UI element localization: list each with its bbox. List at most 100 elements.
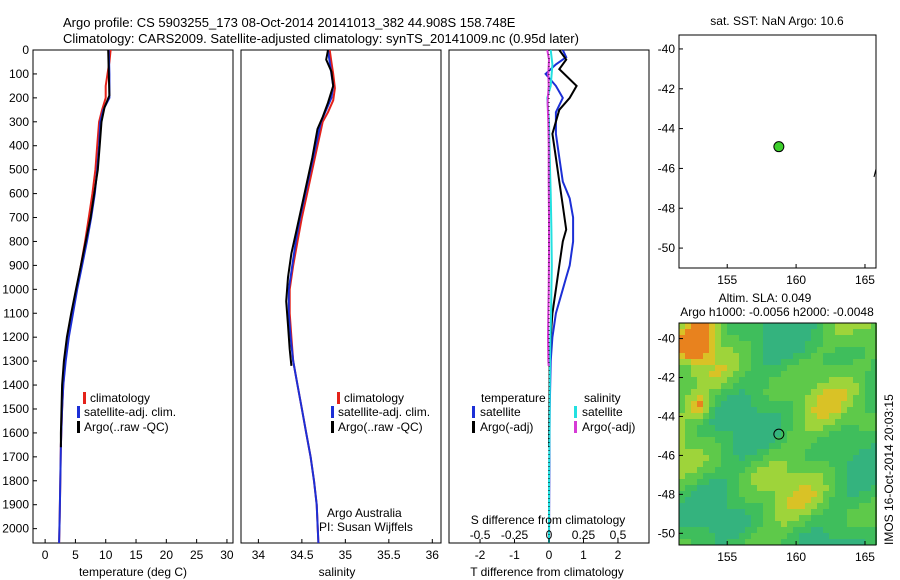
sla-heat-cell [817, 431, 823, 437]
sla-heat-cell [811, 389, 817, 395]
sla-heat-cell [871, 473, 877, 479]
sla-heat-cell [745, 443, 751, 449]
sla-heat-cell [703, 377, 709, 383]
sla-heat-cell [691, 437, 697, 443]
sla-heat-cell [703, 509, 709, 515]
sla-heat-cell [727, 329, 733, 335]
sla-heat-cell [769, 527, 775, 533]
sla-heat-cell [691, 341, 697, 347]
sla-heat-cell [715, 449, 721, 455]
sla-heat-cell [823, 539, 829, 545]
series-layer [58, 49, 877, 544]
sla-heat-cell [823, 383, 829, 389]
sla-heat-cell [865, 491, 871, 497]
sla-heat-cell [799, 479, 805, 485]
sla-heat-cell [775, 503, 781, 509]
sla-heat-cell [697, 383, 703, 389]
sla-heat-cell [709, 515, 715, 521]
sla-heat-cell [811, 539, 817, 545]
sla-heat-cell [751, 533, 757, 539]
sla-heat-cell [859, 473, 865, 479]
sla-heat-cell [751, 539, 757, 545]
sla-heat-cell [751, 389, 757, 395]
sla-heat-cell [787, 449, 793, 455]
sla-heat-cell [721, 509, 727, 515]
sla-heat-cell [691, 527, 697, 533]
sla-heat-cell [685, 401, 691, 407]
sla-heat-cell [709, 365, 715, 371]
sla-heat-cell [769, 323, 775, 329]
sla-heat-cell [769, 401, 775, 407]
sla-heat-cell [697, 497, 703, 503]
sla-heat-cell [715, 455, 721, 461]
sla-heat-cell [865, 467, 871, 473]
sst_map-xtick-label: 155 [717, 273, 737, 287]
sla-heat-cell [685, 491, 691, 497]
sla-heat-cell [751, 365, 757, 371]
sla-heat-cell [739, 395, 745, 401]
sla-heat-cell [697, 389, 703, 395]
sla-heat-cell [805, 527, 811, 533]
sla-heat-cell [739, 515, 745, 521]
sla-heat-cell [799, 491, 805, 497]
sla-heat-cell [715, 323, 721, 329]
sla-heat-cell [823, 449, 829, 455]
sla-heat-cell [775, 377, 781, 383]
temperature-ytick-label: 1900 [2, 498, 29, 512]
sla-heat-cell [757, 377, 763, 383]
sla-heat-cell [697, 539, 703, 545]
sla-heat-cell [739, 491, 745, 497]
sla-heat-cell [817, 329, 823, 335]
sla-heat-cell [847, 413, 853, 419]
sla-heat-cell [829, 383, 835, 389]
sla-heat-cell [871, 401, 877, 407]
sla-heat-cell [793, 395, 799, 401]
sla-heat-cell [763, 371, 769, 377]
sla-heat-cell [835, 539, 841, 545]
sla-heat-cell [847, 491, 853, 497]
sla-heat-cell [685, 479, 691, 485]
sla-heat-cell [745, 479, 751, 485]
sla-heat-cell [817, 425, 823, 431]
sla-heat-cell [841, 467, 847, 473]
sla-heat-cell [763, 509, 769, 515]
sla-heat-cell [745, 371, 751, 377]
sla-map-argo-position [773, 428, 785, 440]
sla-heat-cell [685, 377, 691, 383]
sla-heat-cell [847, 443, 853, 449]
sla-map-title-line1: Altim. SLA: 0.049 [719, 291, 812, 305]
sla-heat-cell [847, 473, 853, 479]
sla-heat-cell [769, 449, 775, 455]
sla-heat-cell [691, 323, 697, 329]
sla-heat-cell [841, 491, 847, 497]
sla-heat-cell [817, 509, 823, 515]
sla-heat-cell [751, 443, 757, 449]
sla-heat-cell [709, 383, 715, 389]
sla-heat-cell [853, 413, 859, 419]
sla-heat-cell [715, 425, 721, 431]
sla-heat-cell [829, 389, 835, 395]
sla-heat-cell [739, 371, 745, 377]
legend-swatch-t-argo [472, 421, 475, 433]
sla-heat-cell [817, 377, 823, 383]
sla-heat-cell [733, 389, 739, 395]
sla-heat-cell [709, 473, 715, 479]
sla-heat-cell [727, 455, 733, 461]
sla-heat-cell [769, 509, 775, 515]
sla-heat-cell [823, 455, 829, 461]
salinity-series-2 [285, 49, 335, 367]
sla-map-panel [678, 322, 877, 546]
sla-heat-cell [835, 449, 841, 455]
sla-heat-cell [841, 479, 847, 485]
sla-heat-cell [799, 323, 805, 329]
sla-heat-cell [709, 449, 715, 455]
sla-heat-cell [739, 407, 745, 413]
sla-heat-cell [751, 353, 757, 359]
sla-heat-cell [775, 413, 781, 419]
sla-heat-cell [859, 323, 865, 329]
legend-label-s-argo: Argo(-adj) [582, 420, 635, 434]
sla-heat-cell [751, 485, 757, 491]
sla-heat-cell [703, 389, 709, 395]
sla-heat-cell [835, 383, 841, 389]
sla-heat-cell [745, 461, 751, 467]
